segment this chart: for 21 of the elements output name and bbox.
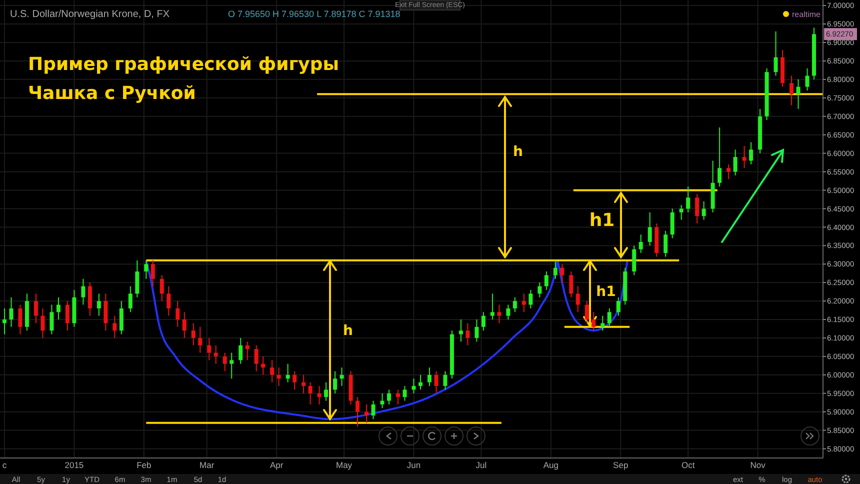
annotation: h bbox=[343, 323, 353, 339]
x-tick-label: Jul bbox=[476, 460, 487, 470]
x-tick-label: 2015 bbox=[64, 460, 84, 470]
annotation: h1 bbox=[596, 284, 616, 300]
x-tick-label: Oct bbox=[681, 460, 696, 470]
x-tick-label: Feb bbox=[136, 460, 152, 470]
x-tick-label: May bbox=[336, 460, 353, 470]
text: Пример графической фигуры bbox=[28, 54, 340, 75]
x-tick-label: Mar bbox=[200, 460, 214, 470]
x-tick-label: Apr bbox=[270, 460, 284, 470]
x-tick-label: Sep bbox=[613, 460, 628, 470]
annotation: O 7.95650 H 7.96530 L 7.89178 C 7.91318 bbox=[228, 9, 400, 19]
text: Чашка с Ручкой bbox=[28, 83, 196, 104]
annotation: realtime bbox=[792, 10, 822, 19]
annotation: h bbox=[513, 144, 523, 160]
x-tick-label: Jun bbox=[406, 460, 421, 470]
annotation: h1 bbox=[589, 210, 615, 231]
x-tick-label: Aug bbox=[543, 460, 559, 470]
x-tick-label: c bbox=[2, 460, 8, 470]
x-tick-label: Nov bbox=[750, 460, 766, 470]
annotation: U.S. Dollar/Norwegian Krone, D, FX bbox=[10, 9, 170, 20]
